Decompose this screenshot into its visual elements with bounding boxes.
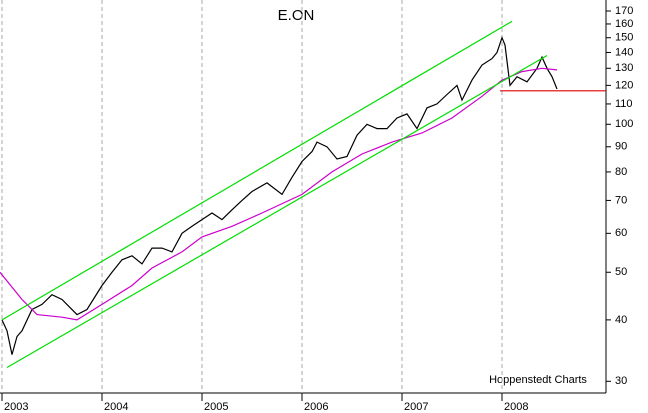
chart-title: E.ON [278,7,315,24]
y-tick-label: 60 [615,227,627,239]
x-tick-label: 2008 [504,401,528,413]
series-line [1,35,558,355]
y-tick-label: 100 [615,118,633,130]
x-tick-label: 2006 [304,401,328,413]
series-line [0,67,558,321]
y-tick-label: 130 [615,62,633,74]
y-tick-label: 110 [615,98,633,110]
y-tick-label: 170 [615,5,633,17]
y-tick-label: 160 [615,18,633,30]
y-tick-label: 80 [615,166,627,178]
x-tick-label: 2005 [204,401,228,413]
y-tick-label: 50 [615,266,627,278]
series-line [6,54,548,369]
x-tick-label: 2007 [404,401,428,413]
annotation: Hoppenstedt Charts [489,374,587,386]
x-tick-label: 2003 [4,401,28,413]
series-line [1,20,513,321]
y-tick-label: 30 [615,375,627,387]
y-tick-label: 70 [615,194,627,206]
y-tick-label: 90 [615,141,627,153]
y-tick-label: 150 [615,32,633,44]
y-tick-label: 120 [615,79,633,91]
y-tick-label: 140 [615,46,633,58]
y-tick-label: 40 [615,314,627,326]
x-tick-label: 2004 [104,401,128,413]
